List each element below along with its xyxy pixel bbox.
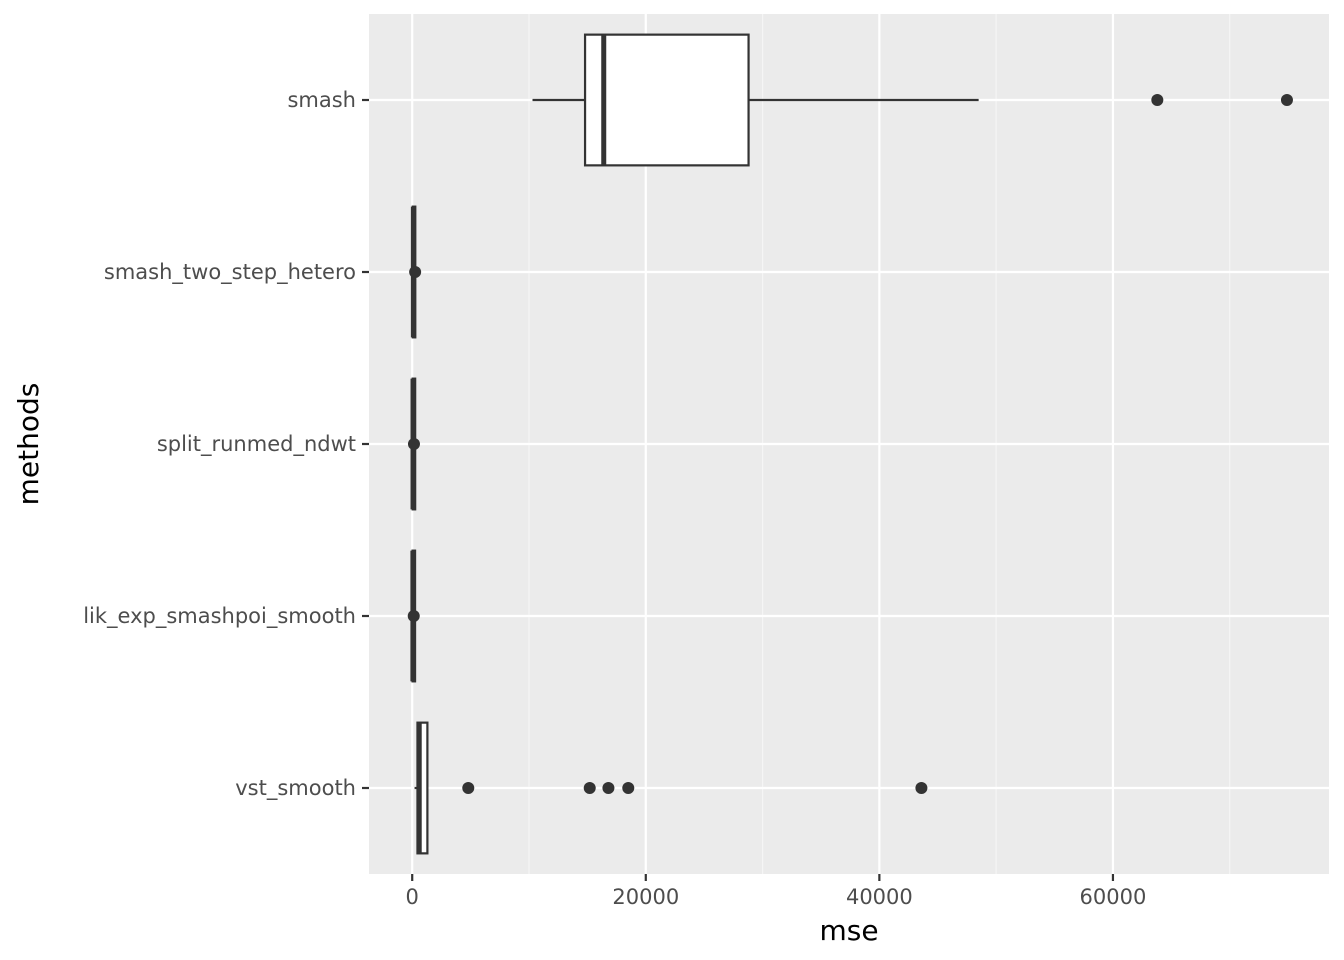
y-tick-label: smash_two_step_hetero <box>104 260 356 285</box>
box-vst_smooth <box>414 721 928 855</box>
x-tick-label: 60000 <box>1080 885 1147 909</box>
outlier-point <box>1280 94 1293 106</box>
x-axis: 0 20000 40000 60000 <box>406 874 1147 909</box>
outlier-point <box>622 782 635 794</box>
y-tick-label: smash <box>287 88 356 112</box>
outlier-point <box>602 782 615 794</box>
y-tick-label: vst_smooth <box>235 776 356 801</box>
outlier-point <box>407 438 420 450</box>
box-split_runmed_ndwt <box>407 377 420 511</box>
x-axis-title: mse <box>819 914 878 947</box>
x-tick-label: 0 <box>406 885 419 909</box>
y-axis: smash smash_two_step_hetero split_runmed_n… <box>83 88 369 801</box>
box-layer <box>407 33 1293 855</box>
outlier-point <box>409 266 422 278</box>
box-smash <box>532 33 1293 167</box>
box-smash_two_step_hetero <box>409 205 422 339</box>
grid-lines <box>369 14 1329 874</box>
y-axis-title: methods <box>12 383 45 506</box>
y-tick-label: split_runmed_ndwt <box>157 432 356 457</box>
box-iqr <box>583 33 750 167</box>
x-tick-label: 20000 <box>612 885 679 909</box>
outlier-point <box>915 782 928 794</box>
box-lik_exp_smashpoi_smooth <box>407 549 420 683</box>
x-tick-label: 40000 <box>846 885 913 909</box>
outlier-point <box>462 782 475 794</box>
y-tick-label: lik_exp_smashpoi_smooth <box>83 604 356 629</box>
outlier-point <box>407 610 420 622</box>
outlier-point <box>1151 94 1164 106</box>
outlier-point <box>583 782 596 794</box>
